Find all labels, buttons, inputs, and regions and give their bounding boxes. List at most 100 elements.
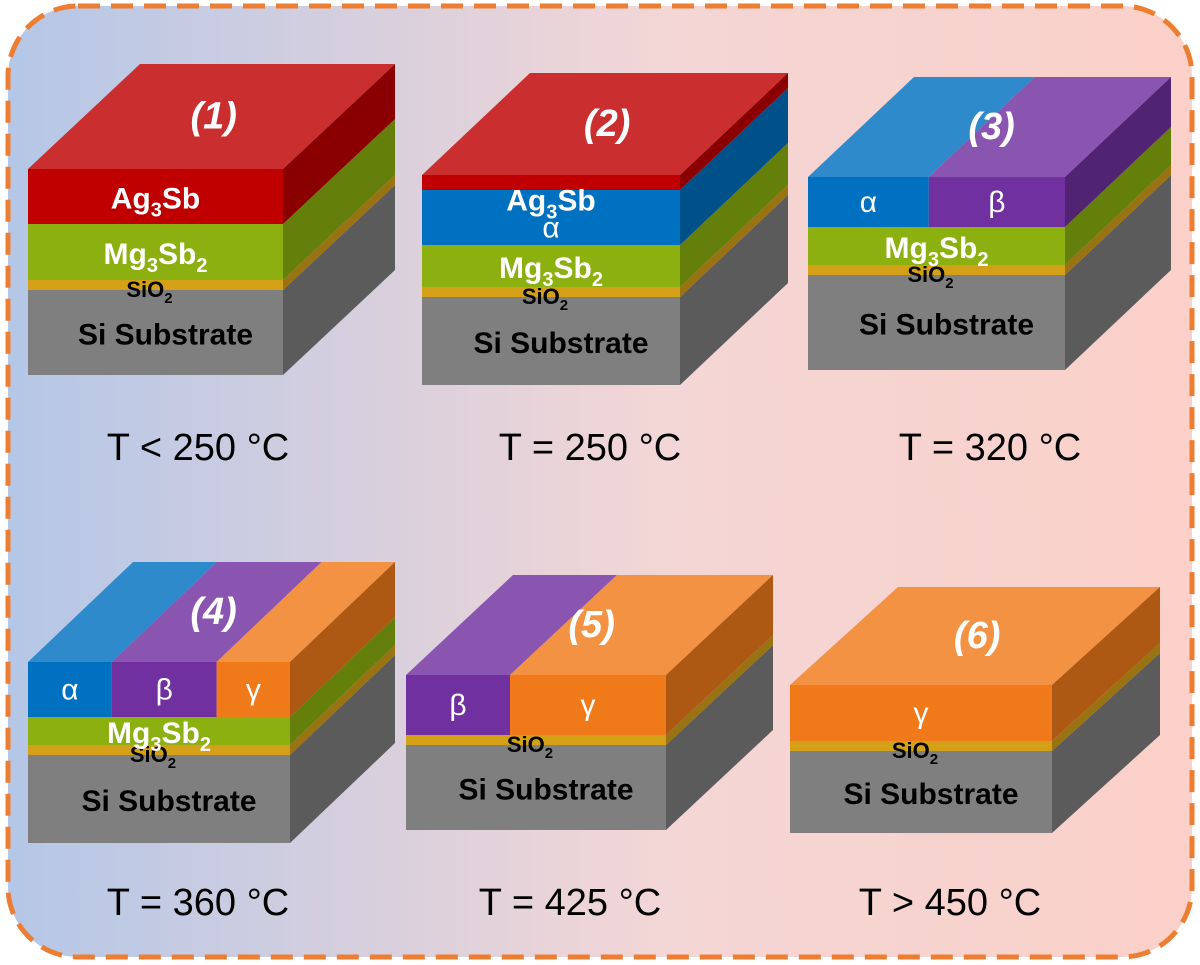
sub-layer-side bbox=[290, 655, 395, 843]
temperature-label: T = 360 °C bbox=[107, 882, 289, 924]
sub-layer-side bbox=[666, 645, 773, 830]
substrate-label: Si Substrate bbox=[473, 327, 648, 360]
sio2-layer-side bbox=[1052, 643, 1160, 751]
substrate-label: Si Substrate bbox=[859, 309, 1034, 342]
ag3sb-label: Ag3Sb bbox=[506, 185, 595, 224]
beta-label: β bbox=[449, 689, 466, 722]
mg-layer-side bbox=[290, 617, 395, 745]
sub-layer-front bbox=[808, 275, 1065, 370]
sub-layer-side bbox=[1052, 653, 1160, 833]
mg3sb2-label: Mg3Sb2 bbox=[885, 232, 989, 271]
temperature-label: T = 425 °C bbox=[479, 882, 661, 924]
mg-layer-side bbox=[283, 119, 395, 280]
mg3sb2-label: Mg3Sb2 bbox=[107, 717, 211, 756]
temperature-label: T = 320 °C bbox=[899, 427, 1081, 469]
gamma-layer-front bbox=[510, 675, 666, 735]
sio2-layer-front bbox=[422, 287, 680, 297]
ag-layer-front bbox=[422, 175, 680, 190]
alpha-layer-top bbox=[808, 77, 1035, 177]
gamma-layer-side bbox=[1052, 587, 1160, 741]
sio2-label: SiO2 bbox=[507, 732, 553, 762]
beta-label: β bbox=[156, 674, 173, 707]
mg-layer-front bbox=[422, 245, 680, 287]
gamma-layer-top bbox=[510, 575, 773, 675]
beta-layer-top bbox=[928, 77, 1171, 177]
panel-number: (4) bbox=[190, 591, 236, 633]
undefined-layer-side bbox=[1065, 77, 1171, 227]
sio2-layer-side bbox=[666, 635, 773, 745]
alpha-layer-front bbox=[808, 177, 929, 227]
alpha-layer-front bbox=[422, 190, 680, 245]
beta-layer-front bbox=[928, 177, 1065, 227]
substrate-label: Si Substrate bbox=[78, 319, 253, 352]
mg-layer-side bbox=[680, 143, 788, 287]
temperature-label: T = 250 °C bbox=[499, 427, 681, 469]
gamma-layer-front bbox=[216, 662, 290, 717]
ag-layer-side bbox=[283, 64, 395, 224]
sub-layer-side bbox=[680, 195, 788, 385]
mg3sb2-label: Mg3Sb2 bbox=[104, 238, 208, 277]
substrate-label: Si Substrate bbox=[458, 774, 633, 807]
panel-number: (2) bbox=[584, 103, 630, 145]
sub-layer-front bbox=[28, 755, 290, 843]
panel-number: (5) bbox=[568, 604, 614, 646]
mg-layer-front bbox=[28, 224, 283, 280]
sio2-label: SiO2 bbox=[907, 262, 953, 292]
beta-layer-top bbox=[111, 562, 322, 662]
sio2-label: SiO2 bbox=[130, 742, 176, 772]
temperature-label: T > 450 °C bbox=[859, 882, 1041, 924]
sub-layer-side bbox=[283, 185, 395, 375]
mg-layer-front bbox=[808, 227, 1065, 265]
stack-panel-5: (5) Si Substrate SiO2 β γ T = 425 °C bbox=[406, 575, 773, 924]
mg3sb2-label: Mg3Sb2 bbox=[499, 252, 603, 291]
ag-layer-side bbox=[680, 73, 788, 190]
mg-layer-front bbox=[28, 717, 290, 745]
sub-layer-front bbox=[28, 290, 283, 375]
sio2-label: SiO2 bbox=[522, 284, 568, 314]
sub-layer-side bbox=[1065, 175, 1171, 370]
substrate-label: Si Substrate bbox=[81, 785, 256, 818]
stack-panel-6: (6) Si Substrate SiO2 γ T > 450 °C bbox=[790, 587, 1160, 924]
gamma-label: γ bbox=[914, 697, 929, 730]
temperature-label: T < 250 °C bbox=[107, 427, 289, 469]
sio2-layer-side bbox=[290, 645, 395, 755]
panel-number: (1) bbox=[191, 95, 237, 137]
substrate-label: Si Substrate bbox=[843, 778, 1018, 811]
mg-layer-side bbox=[1065, 127, 1171, 265]
alpha-label: α bbox=[542, 212, 559, 245]
sub-layer-front bbox=[790, 751, 1052, 833]
alpha-layer-top bbox=[28, 562, 217, 662]
ag-layer-front bbox=[28, 169, 283, 224]
undefined-layer-side bbox=[666, 575, 773, 735]
sio2-layer-side bbox=[680, 185, 788, 297]
undefined-layer-side bbox=[290, 562, 395, 717]
ag3sb-label: Ag3Sb bbox=[111, 183, 200, 222]
ag-layer-top bbox=[422, 73, 788, 175]
alpha-layer-front bbox=[28, 662, 112, 717]
gamma-layer-top bbox=[216, 562, 395, 662]
ag-layer-top bbox=[28, 64, 395, 169]
beta-layer-front bbox=[406, 675, 510, 735]
alpha-label: α bbox=[61, 674, 78, 707]
alpha-layer-side bbox=[680, 88, 788, 245]
sio2-layer-front bbox=[808, 265, 1065, 275]
sio2-layer-front bbox=[406, 735, 666, 745]
sio2-layer-front bbox=[790, 741, 1052, 751]
sio2-label: SiO2 bbox=[126, 277, 172, 307]
alpha-label: α bbox=[860, 186, 877, 219]
sub-layer-front bbox=[422, 297, 680, 385]
gamma-label: γ bbox=[581, 689, 596, 722]
gamma-layer-front bbox=[790, 685, 1052, 741]
sio2-layer-side bbox=[283, 175, 395, 290]
beta-label: β bbox=[988, 186, 1005, 219]
panel-number: (6) bbox=[954, 615, 1000, 657]
sub-layer-front bbox=[406, 745, 666, 830]
beta-layer-front bbox=[111, 662, 217, 717]
panel-number: (3) bbox=[968, 106, 1014, 148]
gamma-label: γ bbox=[246, 674, 261, 707]
